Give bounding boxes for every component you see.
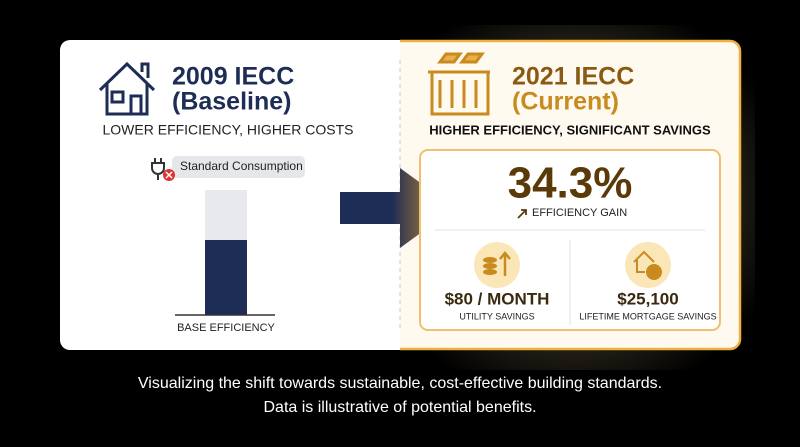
coins-icon (483, 251, 511, 276)
money-house-icon (625, 242, 671, 288)
stat-value: $80 / MONTH (445, 289, 550, 308)
stat-value: $25,100 (617, 289, 678, 308)
bar-label: BASE EFFICIENCY (177, 322, 275, 334)
title: (Baseline) (172, 88, 291, 116)
money-house-icon (633, 250, 662, 280)
title: 2021 IECC (512, 63, 634, 91)
house-icon (98, 61, 156, 116)
stat-label: UTILITY SAVINGS (459, 311, 534, 321)
caption: Visualizing the shift towards sustainabl… (138, 375, 662, 392)
title: (Current) (512, 88, 619, 116)
coins-icon (474, 242, 520, 288)
plug-icon (151, 158, 175, 181)
badge (172, 156, 305, 178)
building-icon (428, 52, 490, 116)
bar-base (205, 240, 247, 315)
bar-remainder (205, 190, 247, 240)
caption: Data is illustrative of potential benefi… (263, 399, 536, 416)
metric-value: 34.3% (508, 159, 633, 208)
badge-text: Standard Consumption (180, 159, 303, 173)
trend-icon (517, 209, 527, 219)
metric-label: EFFICIENCY GAIN (532, 207, 627, 219)
stat-label: LIFETIME MORTGAGE SAVINGS (579, 311, 716, 321)
title: 2009 IECC (172, 63, 294, 91)
subtitle: HIGHER EFFICIENCY, SIGNIFICANT SAVINGS (429, 122, 711, 137)
subtitle: LOWER EFFICIENCY, HIGHER COSTS (103, 122, 354, 138)
